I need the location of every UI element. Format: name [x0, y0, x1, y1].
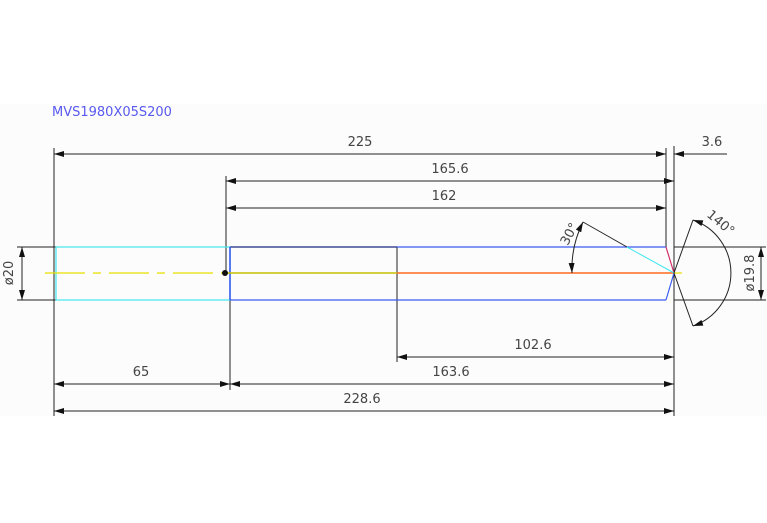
body: [229, 246, 666, 301]
angle-140: 140°: [673, 208, 737, 327]
dimension-162: 162: [226, 189, 666, 211]
svg-text:228.6: 228.6: [343, 392, 380, 407]
svg-text:3.6: 3.6: [702, 135, 723, 150]
svg-text:ø20: ø20: [2, 261, 17, 286]
drill-tip: [665, 246, 675, 301]
part-number-label: MVS1980X05S200: [52, 105, 172, 120]
svg-text:225: 225: [348, 135, 373, 150]
extension-lines: [17, 146, 766, 416]
svg-text:30°: 30°: [558, 221, 582, 248]
centerline: [45, 270, 682, 276]
svg-text:ø19.8: ø19.8: [743, 255, 758, 292]
dimension-102-6: 102.6: [397, 338, 674, 360]
dimension-225: 225: [54, 135, 666, 157]
dimension-228-6: 228.6: [54, 392, 674, 414]
dimension-3-6: 3.6: [674, 135, 727, 157]
dimension-diameter-20: ø20: [2, 247, 25, 300]
svg-text:65: 65: [133, 365, 150, 380]
svg-text:162: 162: [432, 189, 457, 204]
dimension-65: 65: [54, 365, 230, 387]
svg-text:163.6: 163.6: [432, 365, 469, 380]
svg-text:140°: 140°: [703, 208, 737, 240]
dimension-163-6: 163.6: [230, 365, 674, 387]
dimension-diameter-19-8: ø19.8: [743, 247, 764, 300]
svg-text:165.6: 165.6: [431, 162, 468, 177]
svg-text:102.6: 102.6: [514, 338, 551, 353]
dimension-165-6: 165.6: [226, 162, 674, 184]
